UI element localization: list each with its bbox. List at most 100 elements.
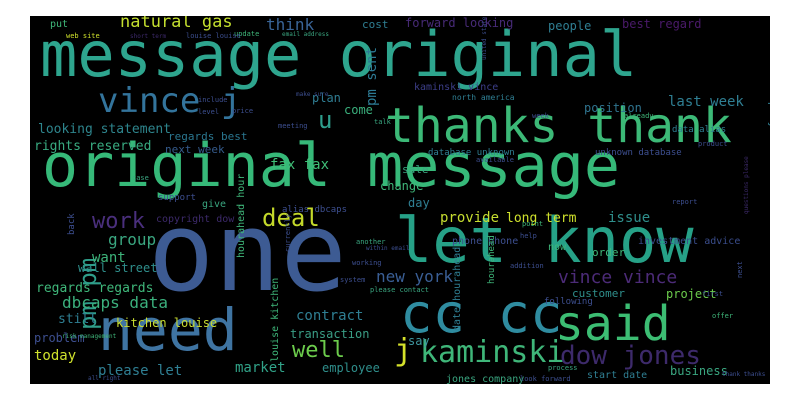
cloud-word-available: available (476, 156, 514, 164)
cloud-word-business: business (670, 364, 728, 378)
cloud-word-vince-vince: vince vince (558, 267, 677, 288)
cloud-word-please-let: please let (98, 363, 182, 379)
cloud-word-next-week: next week (165, 143, 225, 156)
cloud-word-short-term: short term (130, 33, 167, 40)
cloud-word-thanks-thank: thanks thank (385, 98, 732, 154)
cloud-word-want: want (92, 250, 126, 266)
cloud-word-position: position (584, 101, 642, 115)
cloud-word-system: system (340, 276, 365, 284)
cloud-word-issue: issue (608, 210, 650, 226)
cloud-word-let-know: let know (395, 204, 694, 277)
cloud-word-message-original: message original (40, 18, 637, 91)
cloud-word-unknown-database: unknown database (595, 148, 682, 158)
word-cloud-canvas: message original original message one let k… (30, 16, 770, 384)
cloud-word-support: support (158, 193, 196, 203)
cloud-word-level: level (198, 108, 219, 116)
cloud-word-week: week (532, 112, 550, 120)
cloud-word-long-term: long term (506, 211, 577, 226)
cloud-word-rights-reserved: rights reserved (34, 139, 151, 154)
cloud-word-web-site: web site (66, 32, 100, 40)
cloud-word-today: today (34, 348, 76, 364)
cloud-word-another: another (356, 238, 386, 246)
cloud-word-help: help (520, 232, 537, 240)
cloud-word-kaminski: kaminski (420, 335, 565, 370)
cloud-word-transaction: transaction (290, 327, 369, 341)
cloud-word-now: now (548, 242, 567, 253)
cloud-word-employee: employee (322, 361, 380, 375)
cloud-word-following: following (544, 297, 593, 307)
cloud-word-cost: cost (362, 18, 389, 31)
cloud-word-update: update (234, 30, 259, 38)
cloud-word-look-forward: look forward (520, 375, 571, 383)
cloud-word-questions-please: questions please (743, 156, 750, 214)
cloud-word-point: point (522, 220, 543, 228)
cloud-word-phone-phone: phone phone (452, 236, 518, 247)
cloud-word-sale: sale (402, 163, 429, 176)
cloud-word-addition: addition (510, 262, 544, 270)
cloud-word-investment-advice: investment advice (638, 236, 740, 247)
cloud-word-louise-kitchen: louise kitchen (270, 278, 281, 362)
cloud-word-people: people (548, 19, 591, 33)
cloud-word-fax-fax: fax fax (270, 157, 329, 173)
cloud-word-company-inc: company inc (767, 82, 770, 155)
cloud-word-new-york: new york (376, 267, 453, 286)
cloud-word-within-email: within email (366, 245, 410, 252)
cloud-word-hourahead: hourahead (487, 235, 497, 284)
cloud-word-back: back (67, 213, 77, 235)
cloud-word-first: first (702, 290, 723, 298)
cloud-word-kaminski-vince: kaminski vince (414, 82, 498, 93)
cloud-word-original-message: original message (42, 131, 620, 201)
cloud-word-talk: talk (374, 118, 392, 126)
cloud-word-working: working (352, 259, 382, 267)
cloud-word-offer: offer (712, 312, 733, 320)
cloud-word-thank-thanks: thank thanks (722, 371, 766, 378)
cloud-word-give: give (202, 199, 226, 210)
cloud-word-put: put (50, 19, 68, 30)
cloud-word-product: product (698, 140, 728, 148)
cloud-word-database-unknown: database unknown (428, 148, 515, 158)
cloud-word-well: well (292, 338, 345, 363)
cloud-word-regards-regards: regards regards (36, 281, 153, 296)
cloud-word-price: price (232, 107, 253, 115)
cloud-word-plan: plan (312, 91, 341, 105)
cloud-word-dow-jones: dow jones (560, 341, 701, 371)
cloud-word-currently: currently (284, 214, 292, 252)
cloud-word-order: order (592, 246, 625, 259)
cloud-word-process: process (548, 364, 578, 372)
cloud-word-all-right: all right (88, 375, 121, 382)
cloud-word-looking-statement: looking statement (38, 122, 171, 137)
cloud-word-provide: provide (440, 210, 499, 226)
cloud-word-kitchen-louise: kitchen louise (116, 316, 217, 330)
cloud-word-change: change (380, 179, 423, 193)
cloud-word-think: think (266, 16, 315, 34)
cloud-word-j: j (394, 333, 412, 368)
cloud-word-customer: customer (572, 287, 625, 300)
cloud-word-come: come (344, 103, 373, 117)
cloud-word-include: include (198, 96, 228, 104)
cloud-word-please-contact: please contact (370, 286, 429, 294)
cloud-word-north-america: north america (452, 93, 515, 102)
cloud-word-u: u (318, 106, 332, 134)
cloud-word-email-address: email address (282, 31, 329, 38)
cloud-word-day: day (408, 196, 430, 210)
cloud-word-last-week: last week (668, 94, 744, 110)
cloud-word-cc-cc: cc cc (400, 282, 563, 345)
cloud-word-still: still (58, 312, 97, 327)
cloud-word-said: said (555, 296, 671, 352)
cloud-word-united-state: united state (481, 16, 488, 60)
cloud-word-group: group (108, 230, 156, 249)
cloud-word-natural-gas: natural gas (120, 16, 233, 32)
cloud-word-data-alias: data alias (672, 125, 726, 135)
cloud-word-problem: problem (34, 331, 85, 345)
cloud-word-need: need (98, 296, 238, 364)
cloud-word-say: say (408, 334, 430, 348)
cloud-word-next: next (736, 261, 744, 278)
cloud-word-case: case (132, 174, 149, 182)
cloud-word-deal: deal (262, 204, 320, 232)
cloud-word-louise-louise: louise louise (186, 32, 241, 40)
cloud-word-copyright-dow: copyright dow (156, 214, 235, 225)
cloud-word-pm-pm: pm pm (74, 258, 102, 330)
cloud-word-best-regard: best regard (622, 17, 701, 31)
cloud-word-wall-street: wall street (78, 261, 157, 275)
